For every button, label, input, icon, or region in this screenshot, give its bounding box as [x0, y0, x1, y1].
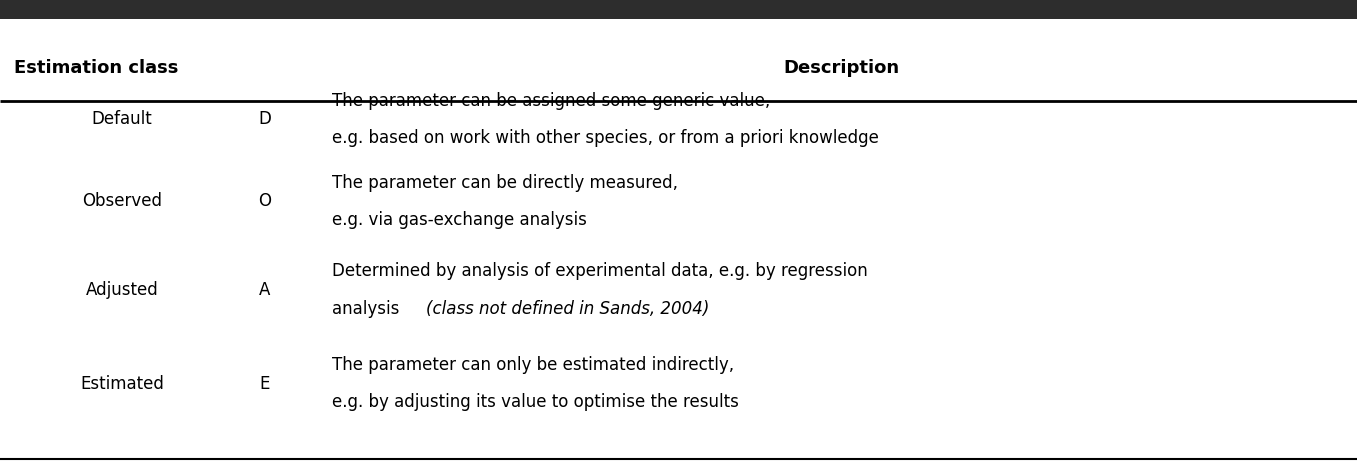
Text: Observed: Observed	[83, 192, 161, 210]
Text: D: D	[258, 110, 271, 128]
Text: The parameter can be directly measured,: The parameter can be directly measured,	[332, 174, 678, 191]
Text: e.g. via gas-exchange analysis: e.g. via gas-exchange analysis	[332, 211, 588, 229]
Text: analysis: analysis	[332, 300, 406, 318]
Text: The parameter can be assigned some generic value,: The parameter can be assigned some gener…	[332, 92, 771, 110]
Text: e.g. based on work with other species, or from a priori knowledge: e.g. based on work with other species, o…	[332, 129, 879, 147]
Text: e.g. by adjusting its value to optimise the results: e.g. by adjusting its value to optimise …	[332, 394, 740, 411]
Text: Adjusted: Adjusted	[85, 281, 159, 299]
Text: (class not defined in Sands, 2004): (class not defined in Sands, 2004)	[426, 300, 710, 318]
Text: Default: Default	[92, 110, 152, 128]
Bar	[0, 0, 1357, 19]
Text: O: O	[258, 192, 271, 210]
Text: Description: Description	[783, 59, 900, 77]
Text: A: A	[259, 281, 270, 299]
Text: Estimated: Estimated	[80, 375, 164, 393]
Text: Determined by analysis of experimental data, e.g. by regression: Determined by analysis of experimental d…	[332, 263, 868, 280]
Text: E: E	[259, 375, 270, 393]
Text: The parameter can only be estimated indirectly,: The parameter can only be estimated indi…	[332, 356, 734, 374]
Text: Estimation class: Estimation class	[14, 59, 178, 77]
